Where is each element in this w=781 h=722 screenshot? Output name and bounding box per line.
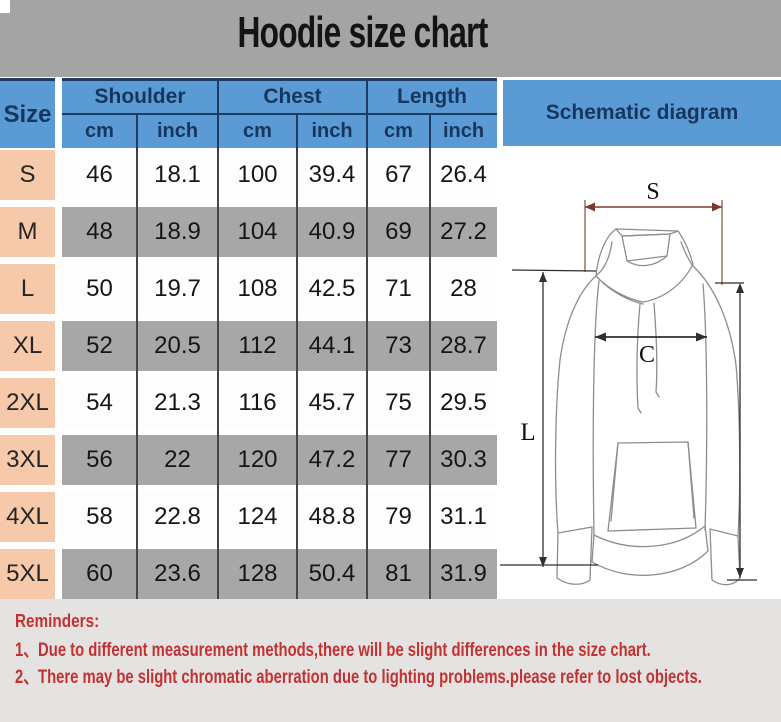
value-cell: 46 [62,150,137,200]
value-cell: 100 [218,150,297,200]
page-title: Hoodie size chart [237,8,488,57]
size-label-5XL: 5XL [0,549,55,599]
title-band: Hoodie size chart [0,0,781,77]
header-size: Size [0,78,55,148]
value-cell: 116 [218,378,297,428]
dimension-length [500,269,598,567]
value-cell: 73 [367,321,430,371]
column-divider [366,150,368,599]
value-cell: 75 [367,378,430,428]
value-cell: 124 [218,492,297,542]
value-cell: 22 [137,435,218,485]
header-divider [429,113,431,150]
label-length: L [520,419,535,446]
value-cell: 67 [367,150,430,200]
dimension-shoulder [584,200,723,285]
value-cell: 20.5 [137,321,218,371]
header-divider [366,78,368,150]
value-cell: 28.7 [430,321,497,371]
size-label-XL: XL [0,321,55,371]
header-sub-length-inch: inch [430,113,497,148]
value-cell: 19.7 [137,264,218,314]
value-cell: 48.8 [297,492,367,542]
value-cell: 22.8 [137,492,218,542]
column-divider [217,150,219,599]
header-divider [217,78,219,150]
value-cell: 104 [218,207,297,257]
size-label-S: S [0,150,55,200]
value-cell: 128 [218,549,297,599]
value-cell: 52 [62,321,137,371]
value-cell: 28 [430,264,497,314]
value-cell: 29.5 [430,378,497,428]
reminder-item-2: 2、There may be slight chromatic aberrati… [15,667,702,688]
value-cell: 18.1 [137,150,218,200]
dimension-right-guide [715,282,757,581]
value-cell: 21.3 [137,378,218,428]
value-cell: 58 [62,492,137,542]
value-cell: 50.4 [297,549,367,599]
column-divider [296,150,298,599]
header-group-shoulder: Shoulder [62,78,218,113]
value-cell: 50 [62,264,137,314]
value-cell: 69 [367,207,430,257]
value-cell: 39.4 [297,150,367,200]
value-cell: 56 [62,435,137,485]
value-cell: 47.2 [297,435,367,485]
label-shoulder: S [646,179,659,205]
value-cell: 30.3 [430,435,497,485]
value-cell: 31.1 [430,492,497,542]
value-cell: 120 [218,435,297,485]
size-label-3XL: 3XL [0,435,55,485]
reminders-section: Reminders: 1、Due to different measuremen… [0,599,781,722]
header-divider [296,113,298,150]
header-group-length: Length [367,78,497,113]
size-label-L: L [0,264,55,314]
value-cell: 42.5 [297,264,367,314]
header-divider [136,113,138,150]
value-cell: 31.9 [430,549,497,599]
value-cell: 26.4 [430,150,497,200]
label-chest: C [639,342,655,368]
header-sub-chest-cm: cm [218,113,297,148]
dimension-chest [595,332,707,342]
value-cell: 81 [367,549,430,599]
value-cell: 48 [62,207,137,257]
value-cell: 40.9 [297,207,367,257]
value-cell: 112 [218,321,297,371]
header-sub-shoulder-cm: cm [62,113,137,148]
value-cell: 18.9 [137,207,218,257]
column-divider [429,150,431,599]
header-sub-length-cm: cm [367,113,430,148]
value-cell: 60 [62,549,137,599]
value-cell: 77 [367,435,430,485]
value-cell: 27.2 [430,207,497,257]
header-sub-shoulder-inch: inch [137,113,218,148]
value-cell: 44.1 [297,321,367,371]
value-cell: 108 [218,264,297,314]
reminders-heading: Reminders: [15,611,100,631]
corner-notch [0,0,10,13]
column-divider [136,150,138,599]
value-cell: 45.7 [297,378,367,428]
value-cell: 79 [367,492,430,542]
size-table: Size Shoulder Chest Length cm inch cm in… [0,78,497,599]
value-cell: 71 [367,264,430,314]
value-cell: 23.6 [137,549,218,599]
hoodie-diagram: S C L [500,179,757,586]
size-label-4XL: 4XL [0,492,55,542]
hoodie-sketch [554,228,741,586]
size-label-M: M [0,207,55,257]
schematic-header: Schematic diagram [503,80,781,146]
size-label-2XL: 2XL [0,378,55,428]
header-sub-chest-inch: inch [297,113,367,148]
reminder-item-1: 1、Due to different measurement methods,t… [15,640,651,661]
value-cell: 54 [62,378,137,428]
header-group-chest: Chest [218,78,367,113]
